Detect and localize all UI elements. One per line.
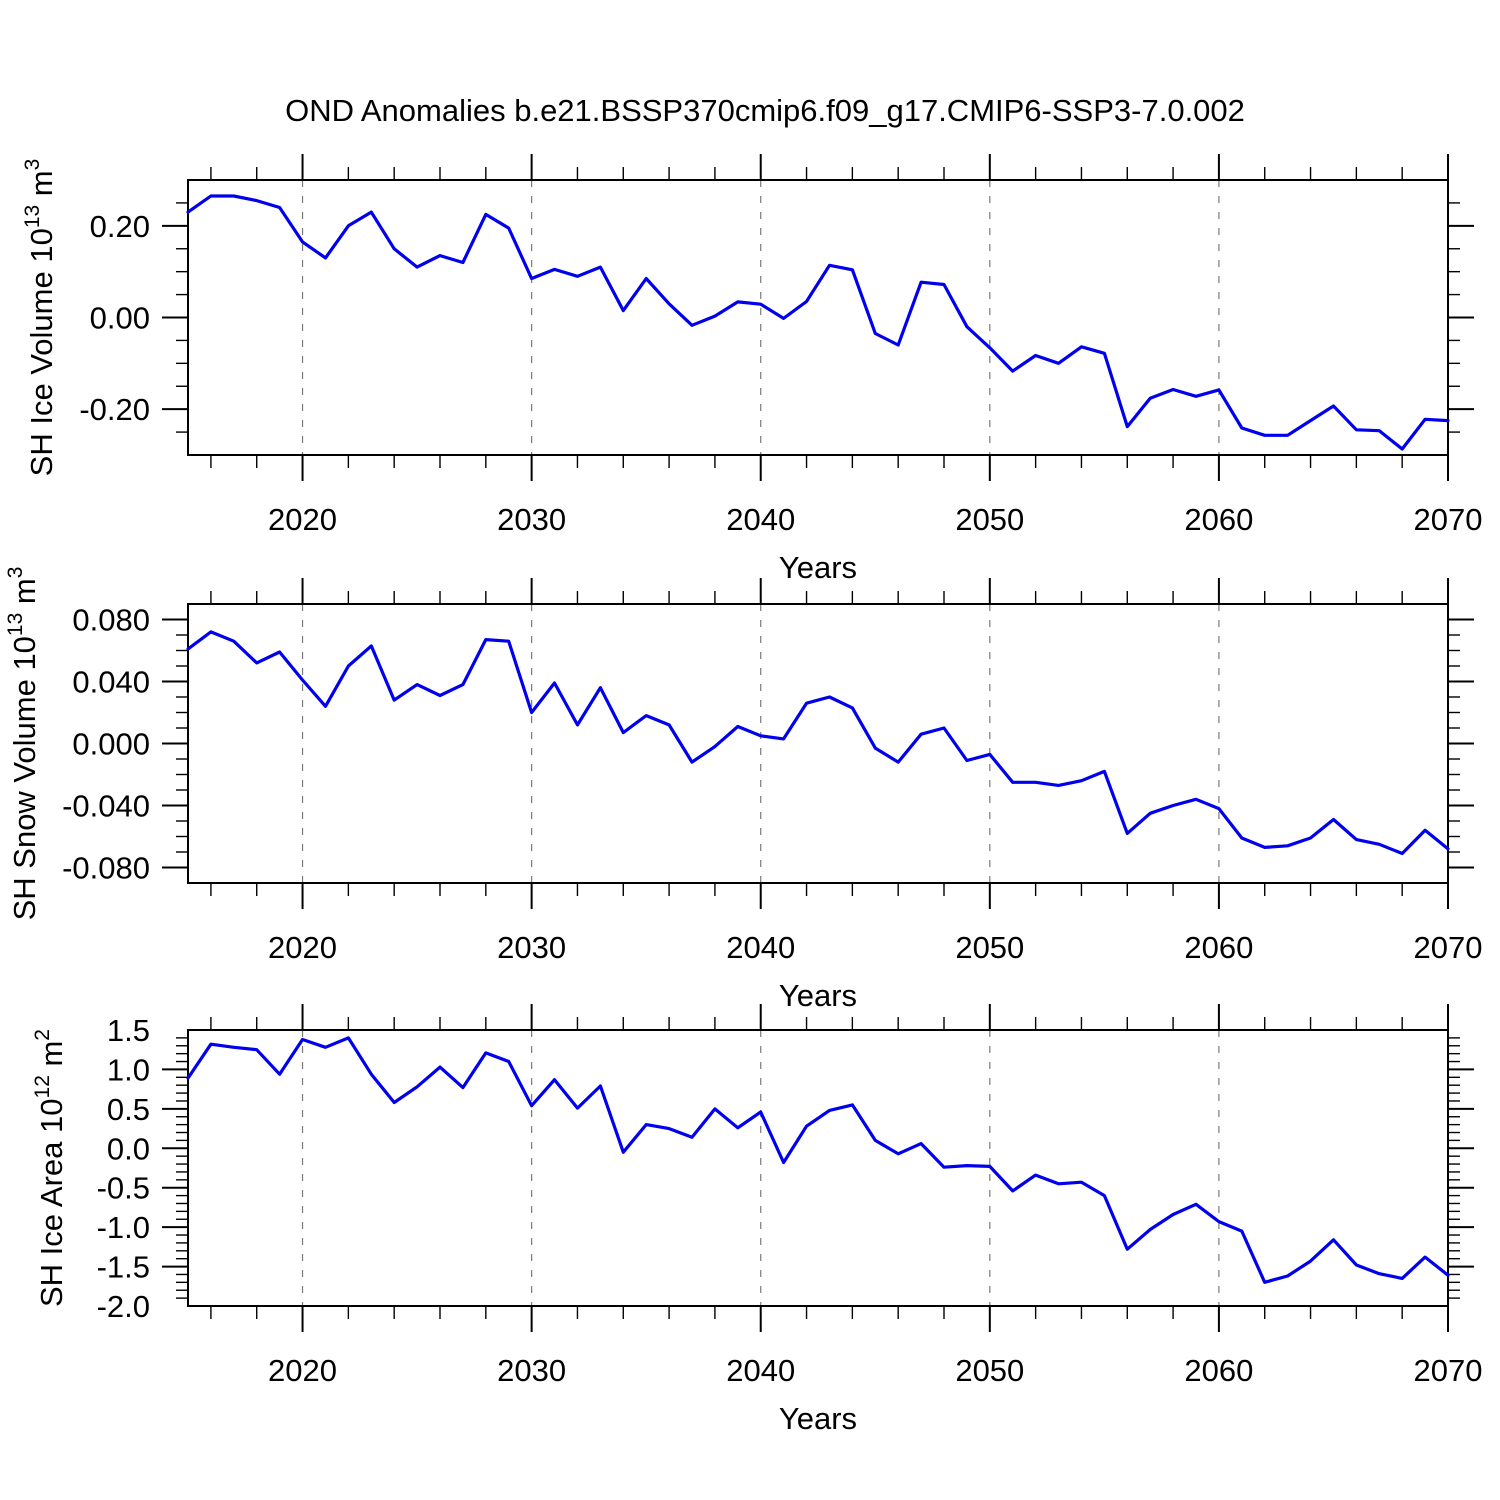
x-axis-title: Years — [779, 978, 857, 1013]
y-tick-label: 1.5 — [107, 1013, 150, 1048]
x-tick-label: 2050 — [955, 930, 1024, 965]
ticks — [162, 578, 1474, 909]
x-axis-title: Years — [779, 1401, 857, 1436]
y-tick-label: 0.20 — [90, 209, 150, 244]
x-tick-label: 2020 — [268, 930, 337, 965]
x-tick-label: 2060 — [1184, 502, 1253, 537]
ylabel-superscript: 3 — [4, 567, 27, 579]
figure-title: OND Anomalies b.e21.BSSP370cmip6.f09_g17… — [285, 93, 1245, 128]
y-tick-label: 0.000 — [72, 727, 150, 762]
ylabel-text: SH Ice Area 10 — [34, 1098, 69, 1307]
y-axis-title: SH Ice Volume 1013 m3 — [21, 159, 59, 477]
gridlines — [301, 604, 1220, 883]
y-tick-label: 0.0 — [107, 1131, 150, 1166]
x-tick-label: 2050 — [955, 502, 1024, 537]
ylabel-text: m — [24, 170, 59, 204]
y-tick-label: 0.080 — [72, 603, 150, 638]
ylabel-superscript: 12 — [31, 1075, 54, 1098]
ylabel-text: m — [34, 1041, 69, 1075]
x-tick-label: 2040 — [726, 930, 795, 965]
ylabel-superscript: 3 — [21, 159, 44, 171]
x-tick-label: 2070 — [1414, 1353, 1483, 1388]
y-tick-label: 1.0 — [107, 1052, 150, 1087]
y-tick-label: -2.0 — [97, 1289, 150, 1324]
y-tick-labels: 1.5 1.0 0.5 0.0 -0.5 -1.0 -1.5 -2.0 — [97, 1013, 150, 1324]
x-axis-title: Years — [779, 550, 857, 585]
y-tick-label: -1.0 — [97, 1210, 150, 1245]
y-tick-label: -0.080 — [62, 851, 150, 886]
ylabel-text: SH Snow Volume 10 — [7, 636, 42, 920]
y-axis-title: SH Ice Area 1012 m2 — [31, 1029, 69, 1307]
x-tick-label: 2020 — [268, 502, 337, 537]
x-tick-label: 2050 — [955, 1353, 1024, 1388]
data-line — [186, 1036, 1450, 1284]
y-tick-labels: 0.080 0.040 0.000 -0.040 -0.080 — [62, 603, 150, 886]
x-tick-label: 2070 — [1414, 930, 1483, 965]
x-tick-label: 2060 — [1184, 930, 1253, 965]
plot-box — [187, 179, 1449, 456]
data-line — [186, 630, 1450, 856]
ticks — [162, 154, 1474, 481]
x-tick-label: 2030 — [497, 1353, 566, 1388]
x-tick-labels: 2020 2030 2040 2050 2060 2070 — [268, 502, 1482, 537]
x-tick-label: 2040 — [726, 1353, 795, 1388]
y-axis-title: SH Snow Volume 1013 m3 — [4, 567, 42, 921]
x-tick-label: 2030 — [497, 930, 566, 965]
y-tick-label: -0.5 — [97, 1171, 150, 1206]
ylabel-superscript: 13 — [4, 613, 27, 636]
x-tick-label: 2030 — [497, 502, 566, 537]
y-tick-labels: 0.20 0.00 -0.20 — [79, 209, 150, 427]
gridlines — [301, 180, 1220, 455]
y-tick-label: 0.5 — [107, 1092, 150, 1127]
gridlines — [301, 1030, 1220, 1306]
ylabel-text: m — [7, 578, 42, 612]
x-tick-label: 2020 — [268, 1353, 337, 1388]
plot-box — [187, 1029, 1449, 1307]
y-tick-label: -0.040 — [62, 789, 150, 824]
y-tick-label: -1.5 — [97, 1250, 150, 1285]
panel-1: 2020 2030 2040 2050 2060 2070 0.080 0.040 0.000 -… — [4, 567, 1482, 1013]
x-tick-label: 2070 — [1414, 502, 1483, 537]
y-tick-label: 0.040 — [72, 665, 150, 700]
y-tick-label: -0.20 — [79, 392, 150, 427]
ylabel-superscript: 13 — [21, 205, 44, 228]
panel-2: 2020 2030 2040 2050 2060 2070 1.5 1.0 0.5 0.0 -0.5… — [31, 1004, 1482, 1436]
ylabel-superscript: 2 — [31, 1029, 54, 1041]
x-tick-label: 2040 — [726, 502, 795, 537]
x-tick-labels: 2020 2030 2040 2050 2060 2070 — [268, 1353, 1482, 1388]
x-tick-label: 2060 — [1184, 1353, 1253, 1388]
y-tick-label: 0.00 — [90, 301, 150, 336]
plot-box — [187, 603, 1449, 884]
ticks — [162, 1004, 1474, 1332]
panel-0: 2020 2030 2040 2050 2060 2070 0.20 0.00 -0.20 Yea… — [21, 154, 1482, 585]
x-tick-labels: 2020 2030 2040 2050 2060 2070 — [268, 930, 1482, 965]
ylabel-text: SH Ice Volume 10 — [24, 228, 59, 476]
data-line — [186, 194, 1450, 451]
